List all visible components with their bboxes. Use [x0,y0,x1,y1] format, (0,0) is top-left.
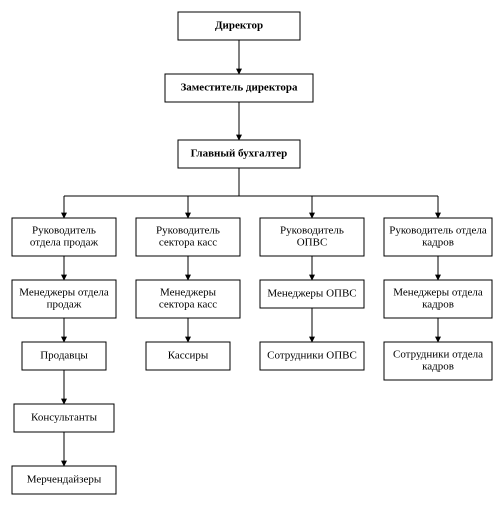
node-label: кадров [422,361,454,373]
node-label: Сотрудники отдела [393,349,483,361]
node-label: Руководитель [156,225,220,237]
node-label: Менеджеры [160,287,217,299]
node-label: Менеджеры ОПВС [267,288,356,300]
node-label: Менеджеры отдела [393,287,483,299]
node-label: Главный бухгалтер [191,148,288,160]
node-label: Кассиры [168,350,209,362]
node-label: кадров [422,299,454,311]
node-director: Директор [178,12,300,40]
node-merch: Мерчендайзеры [12,466,116,494]
node-label: Директор [215,20,263,32]
node-label: Мерчендайзеры [27,474,102,486]
node-head_opvs: РуководительОПВС [260,218,364,256]
node-label: Руководитель [280,225,344,237]
node-mgr_cash: Менеджерысектора касс [136,280,240,318]
node-mgr_opvs: Менеджеры ОПВС [260,280,364,308]
node-head_cash: Руководительсектора касс [136,218,240,256]
node-label: сектора касс [159,237,217,249]
node-label: кадров [422,237,454,249]
node-cashiers: Кассиры [146,342,230,370]
node-label: ОПВС [297,237,328,249]
node-label: Сотрудники ОПВС [267,350,357,362]
node-label: Руководитель отдела [389,225,487,237]
node-head_sales: Руководительотдела продаж [12,218,116,256]
edges [64,40,438,466]
node-head_hr: Руководитель отделакадров [384,218,492,256]
node-deputy: Заместитель директора [165,74,313,102]
node-label: Менеджеры отдела [19,287,109,299]
node-label: Руководитель [32,225,96,237]
node-mgr_hr: Менеджеры отделакадров [384,280,492,318]
node-label: Продавцы [40,350,88,362]
node-label: Консультанты [31,412,98,424]
node-staff_opvs: Сотрудники ОПВС [260,342,364,370]
node-mgr_sales: Менеджеры отделапродаж [12,280,116,318]
node-chief_accountant: Главный бухгалтер [178,140,300,168]
node-staff_hr: Сотрудники отделакадров [384,342,492,380]
node-label: продаж [47,299,82,311]
node-label: сектора касс [159,299,217,311]
node-label: Заместитель директора [180,82,298,94]
node-label: отдела продаж [30,237,99,249]
node-consultants: Консультанты [14,404,114,432]
nodes: Директор Заместитель директора Главный бух… [12,12,492,494]
org-chart: Директор Заместитель директора Главный бух… [0,0,501,517]
node-sellers: Продавцы [22,342,106,370]
